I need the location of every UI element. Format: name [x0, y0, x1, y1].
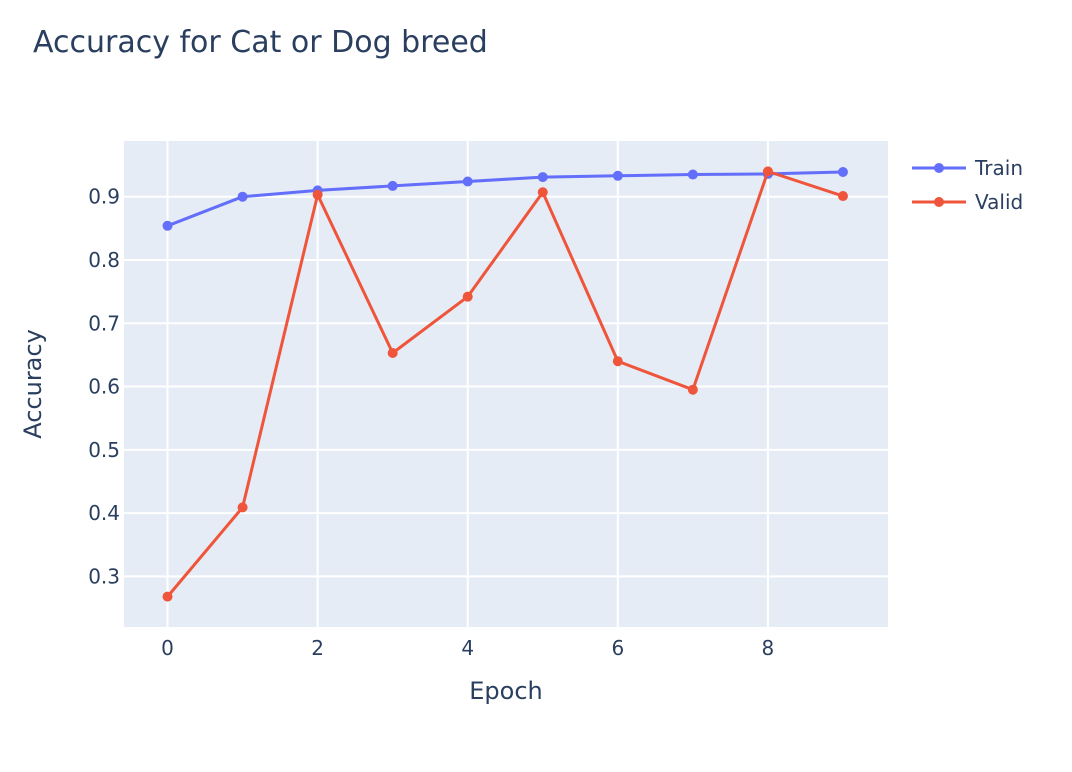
data-point-valid[interactable] [687, 384, 698, 395]
legend-item-valid[interactable]: Valid [912, 190, 1023, 214]
data-point-train[interactable] [162, 220, 173, 231]
x-tick-label: 4 [461, 636, 474, 660]
legend-label: Train [974, 156, 1023, 180]
x-axis-title: Epoch [469, 677, 543, 705]
series-valid [162, 166, 848, 602]
legend-item-train[interactable]: Train [912, 156, 1023, 180]
data-point-train[interactable] [237, 191, 248, 202]
data-point-valid[interactable] [162, 591, 173, 602]
data-point-valid[interactable] [837, 191, 848, 202]
series-line-train [166, 170, 844, 228]
data-point-valid[interactable] [612, 356, 623, 367]
data-point-train[interactable] [387, 180, 398, 191]
plot-area [124, 141, 888, 627]
x-tick-label: 0 [161, 636, 174, 660]
y-tick-label: 0.6 [88, 375, 120, 399]
data-point-valid[interactable] [387, 347, 398, 358]
legend-swatch-marker [934, 163, 944, 173]
series-layer [162, 166, 848, 602]
x-tick-label: 8 [762, 636, 775, 660]
data-point-valid[interactable] [462, 291, 473, 302]
legend-label: Valid [975, 190, 1023, 214]
data-point-valid[interactable] [537, 187, 548, 198]
x-tick-label: 6 [611, 636, 624, 660]
y-tick-label: 0.4 [88, 501, 120, 525]
x-tick-label: 2 [311, 636, 324, 660]
data-point-valid[interactable] [237, 502, 248, 513]
y-tick-label: 0.7 [88, 311, 120, 335]
data-point-valid[interactable] [762, 166, 773, 177]
data-point-valid[interactable] [312, 189, 323, 200]
y-tick-label: 0.3 [88, 564, 120, 588]
y-tick-label: 0.5 [88, 438, 120, 462]
data-point-train[interactable] [462, 176, 473, 187]
series-line-valid [166, 169, 844, 598]
y-axis-title: Accuracy [19, 329, 47, 439]
legend-swatch-marker [934, 197, 944, 207]
data-point-train[interactable] [837, 167, 848, 178]
chart-title: Accuracy for Cat or Dog breed [33, 25, 488, 60]
data-point-train[interactable] [612, 170, 623, 181]
data-point-train[interactable] [537, 172, 548, 183]
y-tick-label: 0.9 [88, 185, 120, 209]
data-point-train[interactable] [687, 169, 698, 180]
legend[interactable]: Train Valid [912, 156, 1023, 214]
y-tick-label: 0.8 [88, 248, 120, 272]
tick-layer: 0 2 4 6 8 0.3 0.4 0.5 0.6 0.7 0.8 0.9 [88, 185, 774, 660]
